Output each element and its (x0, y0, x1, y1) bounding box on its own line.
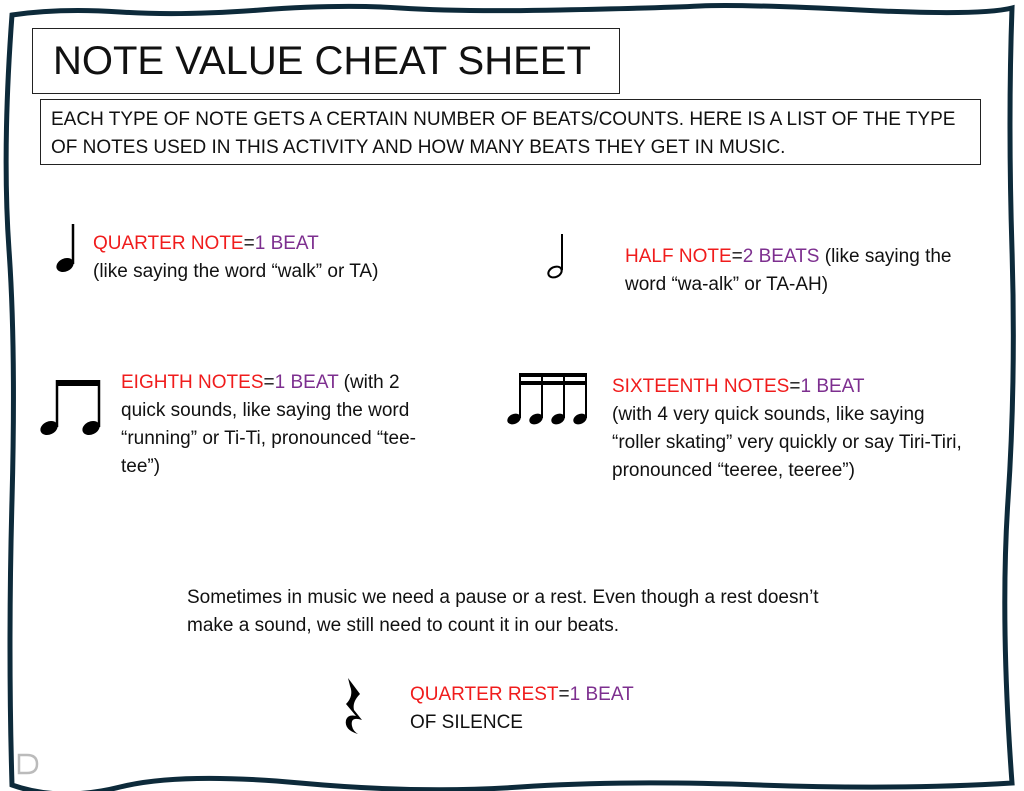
title-box: NOTE VALUE CHEAT SHEET (32, 28, 620, 94)
quarter-note-icon (56, 224, 75, 273)
sixteenth-notes-icon (507, 373, 587, 425)
rest-intro-text: Sometimes in music we need a pause or a … (187, 587, 819, 636)
half-note-icon (547, 234, 563, 279)
intro-text: EACH TYPE OF NOTE GETS A CERTAIN NUMBER … (51, 109, 956, 158)
logo-icon (17, 753, 39, 775)
quarter-rest-text: QUARTER REST=1 BEAT OF SILENCE (410, 684, 634, 733)
intro-box: EACH TYPE OF NOTE GETS A CERTAIN NUMBER … (40, 99, 981, 165)
page-title: NOTE VALUE CHEAT SHEET (53, 39, 591, 83)
eighth-notes-text: EIGHTH NOTES=1 BEAT (with 2 quick sounds… (121, 372, 416, 477)
eighth-notes-icon (40, 380, 101, 436)
quarter-note-text: QUARTER NOTE=1 BEAT (like saying the word… (93, 233, 379, 282)
quarter-rest-icon (345, 678, 362, 734)
sixteenth-notes-text: SIXTEENTH NOTES=1 BEAT (with 4 very quick… (612, 376, 962, 481)
half-note-text: HALF NOTE=2 BEATS (like saying the word … (625, 246, 952, 295)
